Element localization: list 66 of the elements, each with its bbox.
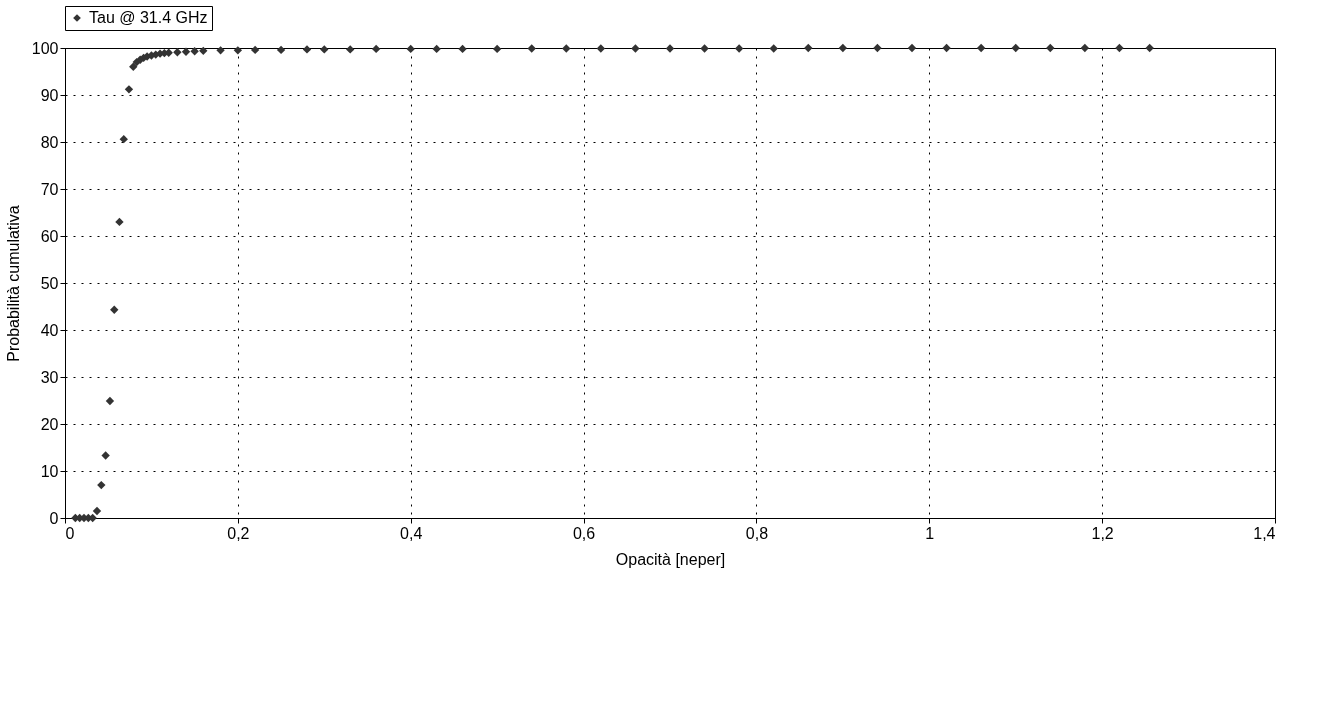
point bbox=[1115, 43, 1124, 53]
point bbox=[92, 506, 102, 516]
x-tick-label: 1 bbox=[925, 524, 935, 542]
point bbox=[432, 44, 441, 54]
point bbox=[124, 85, 134, 94]
x-tick-label: 1,2 bbox=[1091, 524, 1114, 542]
point bbox=[1145, 43, 1154, 53]
point bbox=[346, 45, 355, 54]
point bbox=[907, 43, 917, 53]
point bbox=[1080, 43, 1090, 53]
point bbox=[458, 44, 467, 54]
y-tick-label: 90 bbox=[40, 86, 59, 104]
point bbox=[804, 43, 813, 53]
y-tick-label: 40 bbox=[40, 321, 59, 339]
point bbox=[769, 44, 778, 53]
point bbox=[101, 451, 110, 460]
point bbox=[942, 43, 951, 53]
point bbox=[1011, 43, 1020, 53]
x-tick-label: 1,4 bbox=[1253, 524, 1276, 542]
point bbox=[97, 480, 106, 490]
y-tick-label: 20 bbox=[40, 415, 59, 433]
y-tick-label: 50 bbox=[40, 274, 59, 292]
point bbox=[873, 43, 882, 53]
y-tick-label: 60 bbox=[40, 227, 59, 245]
x-tick-label: 0 bbox=[65, 524, 75, 542]
y-tick-label: 100 bbox=[31, 39, 59, 57]
point bbox=[631, 44, 640, 53]
x-tick-label: 0,2 bbox=[227, 524, 250, 542]
point bbox=[562, 44, 571, 53]
x-axis-title: Opacità [neper] bbox=[615, 550, 726, 568]
point bbox=[181, 47, 191, 56]
y-tick-label: 70 bbox=[40, 180, 59, 198]
point bbox=[976, 43, 986, 53]
point bbox=[119, 135, 128, 144]
point bbox=[838, 43, 848, 53]
y-tick-label: 30 bbox=[40, 368, 59, 386]
point bbox=[173, 48, 182, 57]
point bbox=[734, 44, 744, 53]
x-tick-label: 0,6 bbox=[572, 524, 596, 542]
y-tick-label: 10 bbox=[40, 462, 59, 480]
point bbox=[250, 45, 260, 55]
point bbox=[105, 396, 115, 406]
point bbox=[320, 45, 329, 54]
point bbox=[199, 46, 208, 55]
point bbox=[406, 44, 415, 54]
y-axis-title: Probabilità cumulativa bbox=[4, 205, 22, 362]
x-tick-label: 0,8 bbox=[745, 524, 769, 542]
point bbox=[276, 45, 286, 55]
point bbox=[216, 46, 225, 55]
point bbox=[492, 44, 502, 54]
x-tick-label: 0,4 bbox=[400, 524, 423, 542]
y-tick-label: 80 bbox=[40, 133, 59, 151]
point bbox=[190, 47, 199, 56]
point bbox=[110, 305, 119, 314]
legend-label: Tau @ 31.4 GHz bbox=[89, 9, 208, 26]
point bbox=[233, 46, 243, 55]
point bbox=[371, 44, 381, 54]
point bbox=[1046, 43, 1055, 53]
point bbox=[700, 44, 709, 53]
y-tick-label: 0 bbox=[49, 509, 59, 527]
point bbox=[129, 62, 138, 71]
point bbox=[115, 217, 124, 227]
point bbox=[665, 44, 675, 53]
point bbox=[302, 45, 312, 54]
point bbox=[527, 44, 536, 53]
point bbox=[596, 44, 606, 53]
